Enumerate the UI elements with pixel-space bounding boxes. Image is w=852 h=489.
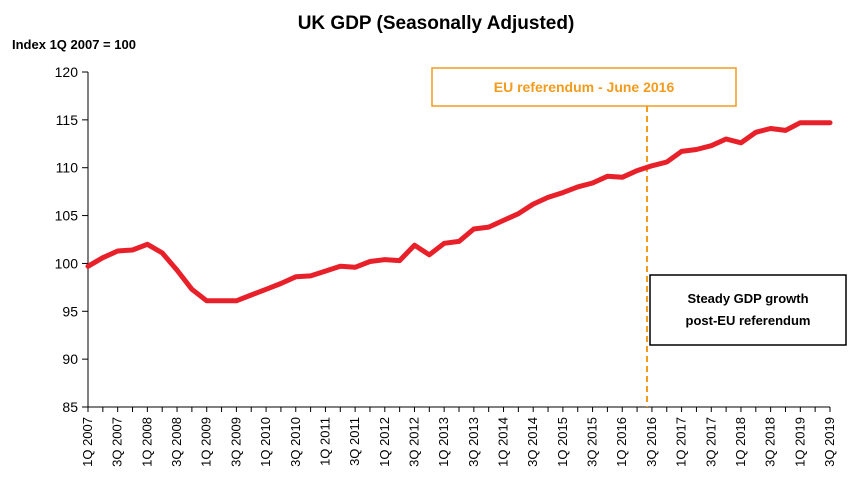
data-point — [516, 212, 520, 216]
y-tick-label: 95 — [62, 303, 78, 319]
x-tick-label: 1Q 2010 — [258, 417, 273, 467]
eu-referendum-annotation: EU referendum - June 2016 — [431, 67, 737, 407]
x-tick-label: 3Q 2019 — [822, 417, 837, 467]
data-point — [769, 126, 773, 130]
data-point — [116, 249, 120, 253]
x-tick-label: 1Q 2008 — [139, 417, 154, 467]
data-point — [160, 251, 164, 255]
data-point — [323, 269, 327, 273]
y-tick-label: 100 — [55, 255, 79, 271]
data-point — [828, 121, 832, 125]
x-axis: 1Q 2007 3Q 2007 1Q 2008 3Q 2008 1Q 2009 3Q 20… — [80, 406, 837, 467]
data-point — [591, 181, 595, 185]
data-point — [561, 191, 565, 195]
data-point — [309, 274, 313, 278]
data-point — [383, 258, 387, 262]
steady-growth-line-1: Steady GDP growth — [687, 291, 808, 306]
x-tick-label: 1Q 2012 — [377, 417, 392, 467]
x-tick-label: 3Q 2018 — [763, 417, 778, 467]
data-point — [220, 299, 224, 303]
data-point — [234, 299, 238, 303]
data-point — [605, 174, 609, 178]
data-point — [294, 275, 298, 279]
data-point — [442, 241, 446, 245]
eu-referendum-label: EU referendum - June 2016 — [494, 79, 675, 95]
data-point — [249, 293, 253, 297]
data-point — [427, 253, 431, 257]
x-tick-label: 1Q 2016 — [614, 417, 629, 467]
steady-growth-line-2: post-EU referendum — [686, 313, 811, 328]
data-point — [175, 268, 179, 272]
x-tick-label: 1Q 2019 — [792, 417, 807, 467]
data-point — [813, 121, 817, 125]
data-point — [546, 195, 550, 199]
x-tick-label: 1Q 2014 — [496, 417, 511, 467]
data-point — [264, 287, 268, 291]
x-tick-label: 3Q 2009 — [228, 417, 243, 467]
data-point — [487, 225, 491, 229]
y-tick-label: 110 — [56, 160, 79, 176]
x-tick-label: 3Q 2008 — [169, 417, 184, 467]
x-tick-label: 1Q 2013 — [436, 417, 451, 467]
chart-title: UK GDP (Seasonally Adjusted) — [298, 13, 575, 34]
data-point — [709, 144, 713, 148]
x-tick-label: 3Q 2014 — [525, 417, 540, 467]
steady-growth-box — [649, 274, 847, 346]
data-point — [398, 259, 402, 263]
y-tick-label: 85 — [62, 399, 78, 415]
data-point — [472, 227, 476, 231]
data-point — [101, 256, 105, 260]
y-tick-label: 105 — [55, 208, 79, 224]
data-point — [576, 185, 580, 189]
data-point — [145, 242, 149, 246]
data-point — [502, 218, 506, 222]
series-uk-gdp — [85, 120, 833, 304]
data-point — [531, 202, 535, 206]
data-point — [754, 130, 758, 134]
y-tick-label: 120 — [55, 64, 79, 80]
steady-growth-annotation: Steady GDP growth post-EU referendum — [649, 274, 847, 346]
x-tick-label: 1Q 2011 — [317, 417, 332, 466]
data-point — [620, 175, 624, 179]
x-tick-label: 3Q 2016 — [644, 417, 659, 467]
x-tick-label: 1Q 2017 — [674, 417, 689, 467]
data-point — [665, 160, 669, 164]
data-point — [86, 264, 90, 268]
data-point — [724, 137, 728, 141]
x-tick-label: 3Q 2007 — [110, 417, 125, 467]
data-point — [131, 248, 135, 252]
data-point — [205, 299, 209, 303]
y-axis: 85 90 95 100 105 110 115 120 — [55, 64, 89, 415]
data-point — [412, 243, 416, 247]
data-point — [694, 148, 698, 152]
x-tick-label: 1Q 2015 — [555, 417, 570, 467]
x-tick-label: 3Q 2011 — [347, 417, 362, 466]
y-tick-label: 115 — [56, 112, 79, 128]
data-point — [353, 265, 357, 269]
data-point — [798, 121, 802, 125]
x-tick-label: 3Q 2010 — [288, 417, 303, 467]
x-tick-label: 3Q 2012 — [406, 417, 421, 467]
data-point — [457, 239, 461, 243]
data-point — [635, 169, 639, 173]
data-point — [739, 141, 743, 145]
data-point — [338, 264, 342, 268]
data-point — [279, 282, 283, 286]
data-point — [368, 260, 372, 264]
x-tick-label: 1Q 2007 — [80, 417, 95, 467]
data-point — [783, 128, 787, 132]
eu-referendum-box — [431, 67, 737, 107]
data-point — [190, 287, 194, 291]
x-tick-label: 3Q 2017 — [703, 417, 718, 467]
data-point — [680, 149, 684, 153]
y-tick-label: 90 — [62, 351, 78, 367]
series-line — [85, 120, 833, 304]
x-tick-label: 1Q 2009 — [199, 417, 214, 467]
y-axis-label: Index 1Q 2007 = 100 — [12, 37, 136, 52]
data-point — [650, 164, 654, 168]
x-tick-label: 3Q 2015 — [585, 417, 600, 467]
x-tick-label: 3Q 2013 — [466, 417, 481, 467]
x-tick-label: 1Q 2018 — [733, 417, 748, 467]
